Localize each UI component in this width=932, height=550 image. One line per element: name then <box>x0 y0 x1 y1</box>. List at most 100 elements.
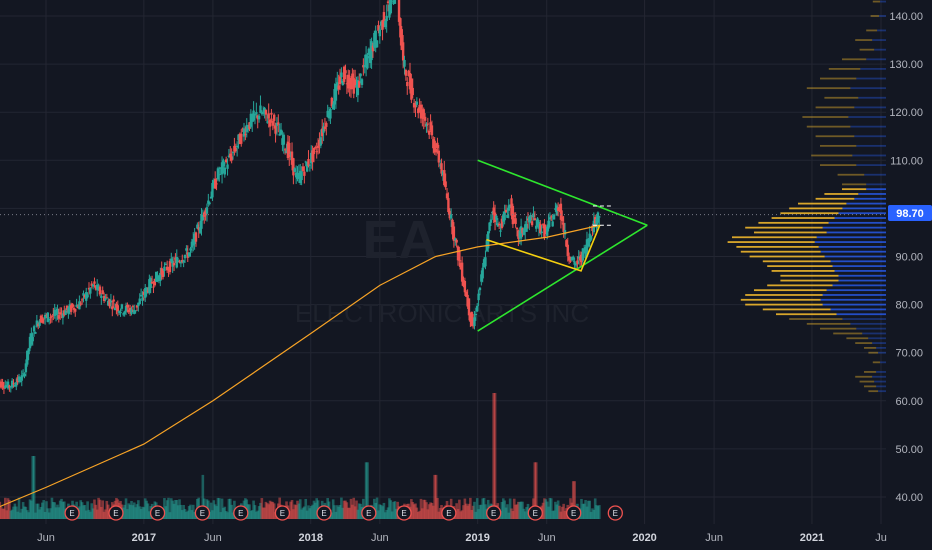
candle-body <box>327 115 331 119</box>
candle-body <box>541 224 545 226</box>
candle-body <box>72 307 76 310</box>
profile-bar-up <box>838 212 886 215</box>
profile-bar-up <box>850 322 886 325</box>
volume-bar <box>595 505 598 519</box>
profile-bar-down <box>859 48 875 51</box>
time-axis[interactable]: Jun 2017 Jun 2018 Jun 2019 Jun 2020 Jun 2021 Ju <box>37 532 887 544</box>
candle-body <box>43 314 47 319</box>
volume-bar <box>421 508 424 519</box>
candle-body <box>581 248 585 261</box>
volume-bar <box>510 508 513 519</box>
profile-bar-down <box>828 68 861 70</box>
candle-body <box>329 108 332 119</box>
candle-body <box>255 112 258 115</box>
volume-bar <box>501 498 505 519</box>
profile-bar-up <box>862 332 886 335</box>
candle-body <box>355 85 358 88</box>
profile-bar-down <box>780 279 839 282</box>
volume-bar <box>53 502 56 519</box>
volume-bar <box>131 505 135 519</box>
candle-body <box>326 110 329 117</box>
profile-bar-down <box>824 96 859 99</box>
candle-body <box>279 129 283 135</box>
volume-bar <box>477 509 480 519</box>
profile-bar-up <box>832 265 886 268</box>
earnings-label: E <box>571 509 576 518</box>
candle-body <box>242 128 246 137</box>
price-scale-panel[interactable] <box>886 0 932 524</box>
volume-bar <box>500 501 504 519</box>
profile-bar-up <box>850 87 886 90</box>
profile-bar-down <box>842 188 867 191</box>
candle-body <box>423 116 427 121</box>
profile-bar-down <box>776 313 837 316</box>
profile-bar-down <box>771 270 835 272</box>
volume-bar <box>257 506 261 519</box>
profile-bar-up <box>830 308 886 311</box>
profile-bar-up <box>822 294 886 296</box>
candle-body <box>285 150 288 154</box>
volume-bar <box>272 503 276 519</box>
profile-bar-up <box>877 29 886 32</box>
volume-bar <box>58 500 62 519</box>
candle-body <box>263 107 266 112</box>
volume-bar <box>503 500 506 519</box>
candle-body <box>470 311 473 326</box>
volume-bar <box>266 503 269 519</box>
volume-bar <box>333 505 336 519</box>
price-badge-label: 98.70 <box>896 208 924 220</box>
profile-bar-up <box>828 221 886 224</box>
volume-bar <box>132 502 136 519</box>
volume-bar <box>145 500 148 519</box>
volume-bar <box>334 511 338 519</box>
volume-bar <box>186 510 190 519</box>
candle-body <box>75 305 78 307</box>
volume-bar <box>231 512 235 519</box>
candle-body <box>31 336 34 342</box>
candle-body <box>455 239 458 243</box>
candle-body <box>587 238 590 247</box>
candle-body <box>268 119 272 127</box>
volume-bar <box>105 500 109 519</box>
volume-profile <box>727 0 886 393</box>
volume-bar <box>82 505 85 519</box>
volume-bar <box>123 504 126 519</box>
volume-bar <box>563 510 567 519</box>
volume-bar <box>456 509 460 519</box>
candle-body <box>506 214 509 218</box>
volume-bar <box>378 504 382 519</box>
earnings-label: E <box>491 509 496 518</box>
profile-bar-up <box>880 0 886 3</box>
pattern-drawings[interactable] <box>0 159 886 332</box>
candle-body <box>460 262 464 282</box>
x-tick-label: 2020 <box>632 532 656 544</box>
candle-body <box>266 121 269 123</box>
volume-bar <box>558 505 561 519</box>
candle-body <box>275 122 279 126</box>
candle-body <box>262 111 265 114</box>
time-scale-panel[interactable] <box>0 524 932 550</box>
profile-bar-up <box>838 274 886 277</box>
volume-bar <box>148 511 151 519</box>
candle-body <box>345 83 349 85</box>
y-tick-label: 70.00 <box>895 348 923 360</box>
volume-bar <box>555 504 559 519</box>
profile-bar-down <box>855 375 873 378</box>
candle-body <box>572 256 575 260</box>
candle-body <box>598 216 601 218</box>
profile-bar-up <box>836 313 886 316</box>
profile-bar-up <box>866 58 886 61</box>
volume-bar <box>522 508 526 519</box>
candle-body <box>245 124 248 132</box>
volume-bar <box>301 507 305 519</box>
earnings-marker <box>233 505 249 521</box>
candle-body <box>488 222 491 231</box>
candle-body <box>574 264 578 266</box>
candle-body <box>481 267 484 279</box>
candle-body <box>495 215 498 220</box>
profile-bar-up <box>858 193 886 195</box>
volume-bar <box>230 504 233 519</box>
volume-bar <box>469 497 472 519</box>
candle-body <box>502 214 505 222</box>
